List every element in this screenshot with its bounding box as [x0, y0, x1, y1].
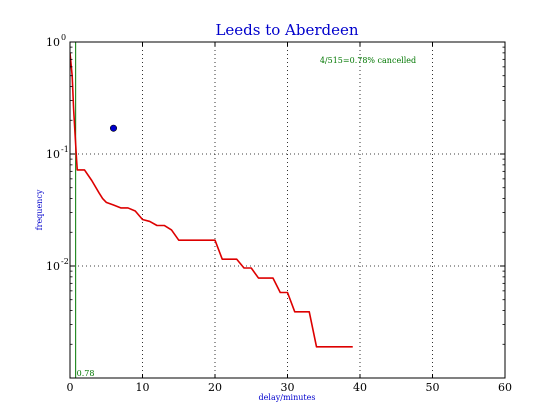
y-tick-exponent: 0 [61, 33, 66, 42]
chart-title: Leeds to Aberdeen [215, 21, 358, 39]
x-tick-label: 0 [67, 381, 74, 394]
x-tick-label: 10 [136, 381, 150, 394]
x-tick-label: 60 [498, 381, 512, 394]
plot-area [70, 42, 353, 378]
x-tick-label: 40 [353, 381, 367, 394]
x-tick-label: 20 [208, 381, 222, 394]
grid [70, 42, 505, 378]
x-axis: 0 10 20 30 40 50 60 [67, 42, 512, 394]
cancel-rate-label: 0.78 [77, 369, 95, 378]
cancelled-annotation: 4/515=0.78% cancelled [320, 56, 416, 65]
y-tick-label: 10 [46, 36, 60, 49]
y-tick-exponent: -2 [61, 257, 69, 266]
y-tick-exponent: -1 [61, 145, 69, 154]
data-point [110, 124, 118, 132]
delay-frequency-line [70, 52, 353, 348]
x-tick-label: 30 [281, 381, 295, 394]
x-axis-label: delay/minutes [259, 393, 316, 402]
y-axis-label: frequency [35, 189, 44, 230]
y-tick-label: 10 [46, 148, 60, 161]
y-tick-label: 10 [46, 260, 60, 273]
x-tick-label: 50 [426, 381, 440, 394]
